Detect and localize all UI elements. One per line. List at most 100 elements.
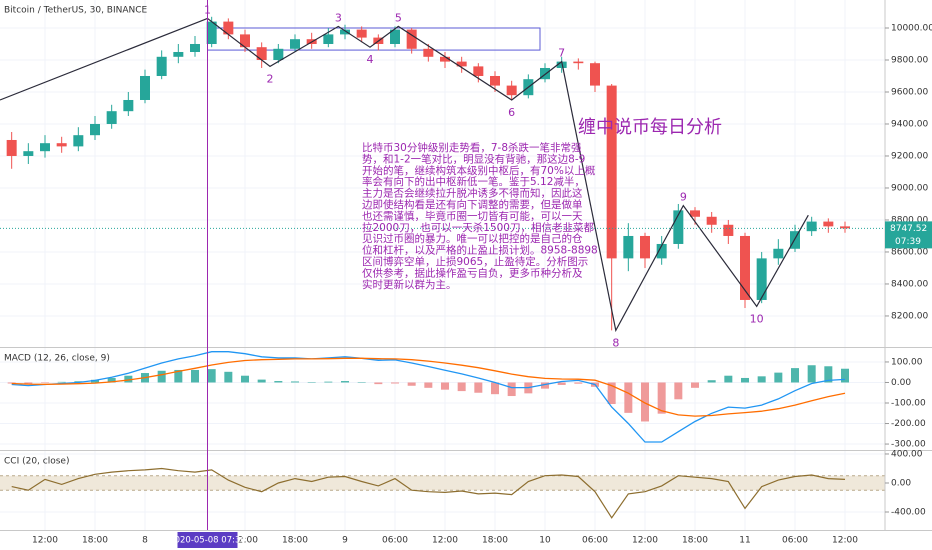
y-tick-label: 9800.00	[891, 55, 928, 65]
wave-label: 5	[395, 11, 402, 24]
x-tick-label: 12:00	[232, 536, 258, 546]
candle-body	[256, 47, 267, 60]
annotation-line: 拉2000刀，也可以一天杀1500刀，相信老韭菜都	[362, 221, 594, 234]
histogram-bar	[724, 375, 733, 383]
cci-band	[0, 475, 885, 491]
y-tick-label: 9200.00	[891, 151, 928, 161]
y-tick-label: 100.00	[891, 357, 923, 367]
y-tick-label: 8400.00	[891, 279, 928, 289]
candle-body	[406, 29, 417, 49]
candle-body	[290, 39, 300, 49]
candle-body	[823, 221, 834, 227]
candle-body	[490, 75, 500, 86]
candle-body	[756, 258, 767, 300]
candle-body	[106, 111, 117, 124]
histogram-bar	[107, 377, 116, 383]
y-tick-label: 8600.00	[891, 247, 928, 257]
candle-body	[473, 66, 484, 76]
histogram-bar	[657, 382, 666, 414]
wave-label: 10	[750, 312, 764, 325]
x-tick-label: 12:00	[832, 536, 858, 546]
histogram-bar	[607, 382, 616, 405]
candle-body	[206, 21, 217, 44]
histogram-bar	[174, 369, 183, 383]
y-tick-label: 0.00	[891, 478, 911, 488]
histogram-bar	[791, 368, 799, 383]
candle-body	[423, 48, 434, 57]
candle-body	[90, 123, 100, 136]
x-tick-label: 12:00	[432, 536, 458, 546]
candle-body	[723, 224, 734, 236]
histogram-bar	[24, 382, 33, 384]
candle-body	[690, 210, 700, 217]
x-tick-label: 12:00	[632, 536, 658, 546]
crosshair-box	[177, 532, 238, 548]
histogram-bar	[557, 382, 566, 385]
wave-line	[0, 17, 809, 333]
histogram-bar	[841, 368, 849, 383]
y-tick-label: -300.00	[891, 440, 926, 450]
annotation-line: 仅供参考，据此操作盈亏自负，更多币种分析及	[362, 266, 583, 279]
y-tick-label: -200.00	[891, 419, 926, 429]
y-tick-label: -400.00	[891, 508, 926, 518]
annotation-line: 主力是否会继续拉升脱冲诱多不得而知，因此这	[362, 187, 583, 200]
wave-label: 4	[367, 53, 374, 66]
histogram-bar	[774, 372, 783, 383]
histogram-bar	[324, 381, 333, 383]
annotation-line: 也还需谨慎，毕竟币圈一切皆有可能，可以一天	[362, 209, 583, 222]
candle-body	[323, 34, 334, 44]
candle-body	[73, 135, 84, 147]
histogram-bar	[291, 381, 299, 383]
histogram-bar	[674, 382, 683, 400]
histogram-bar	[574, 382, 583, 384]
histogram-bar	[374, 382, 383, 385]
candle-body	[506, 85, 517, 96]
histogram-bar	[541, 382, 549, 389]
histogram-bar	[241, 375, 249, 383]
histogram-bar	[341, 381, 349, 383]
annotation-line: 率会有向下的出中枢新低一笔。鉴于5.12减半，	[362, 175, 585, 188]
histogram-bar	[391, 382, 399, 384]
x-tick-label: 18:00	[282, 536, 308, 546]
annotation-line: 势，和1-2一笔对比，明显没有背驰，那这边8-9	[362, 152, 585, 165]
histogram-bar	[157, 370, 166, 383]
histogram-bar	[41, 382, 49, 383]
histogram-bar	[491, 382, 499, 395]
signal-line	[11, 357, 846, 417]
candle-body	[840, 226, 850, 229]
annotation-line: 见识过币圈的暴力。唯一可以把控的是自己的仓	[362, 232, 583, 245]
candle-body	[790, 231, 800, 249]
x-tick-label: 06:00	[782, 536, 808, 546]
histogram-bar	[91, 379, 99, 383]
candle-body	[573, 61, 584, 64]
candle-body	[240, 34, 250, 48]
candle-body	[340, 29, 350, 35]
candle-body	[56, 143, 67, 147]
wave-label: 8	[612, 336, 619, 349]
candle-body	[456, 61, 467, 67]
x-tick-label: 18:00	[482, 536, 508, 546]
histogram-bar	[307, 382, 316, 383]
candle-body	[640, 235, 650, 259]
candle-body	[706, 216, 717, 225]
histogram-bar	[474, 382, 483, 393]
candle-body	[23, 151, 34, 156]
histogram-bar	[691, 382, 699, 388]
histogram-bar	[824, 366, 833, 383]
candle-body	[673, 210, 684, 244]
y-tick-label: 9000.00	[891, 183, 928, 193]
candle-body	[156, 56, 167, 76]
x-tick-label: 8	[142, 536, 148, 546]
x-tick-label: 18:00	[82, 536, 108, 546]
panel-title: MACD (12, 26, close, 9)	[4, 354, 110, 364]
candle-body	[540, 67, 550, 80]
histogram-bar	[7, 382, 16, 384]
candle-body	[173, 51, 184, 57]
candle-body	[140, 75, 150, 100]
wave-label: 6	[508, 106, 515, 119]
x-tick-label: 06:00	[582, 536, 608, 546]
candle-body	[223, 21, 234, 35]
histogram-bar	[207, 369, 216, 383]
annotation-line: 开始的笔，继续构筑本级别中枢后，有70%以上概	[362, 164, 596, 177]
candle-body	[440, 56, 450, 62]
